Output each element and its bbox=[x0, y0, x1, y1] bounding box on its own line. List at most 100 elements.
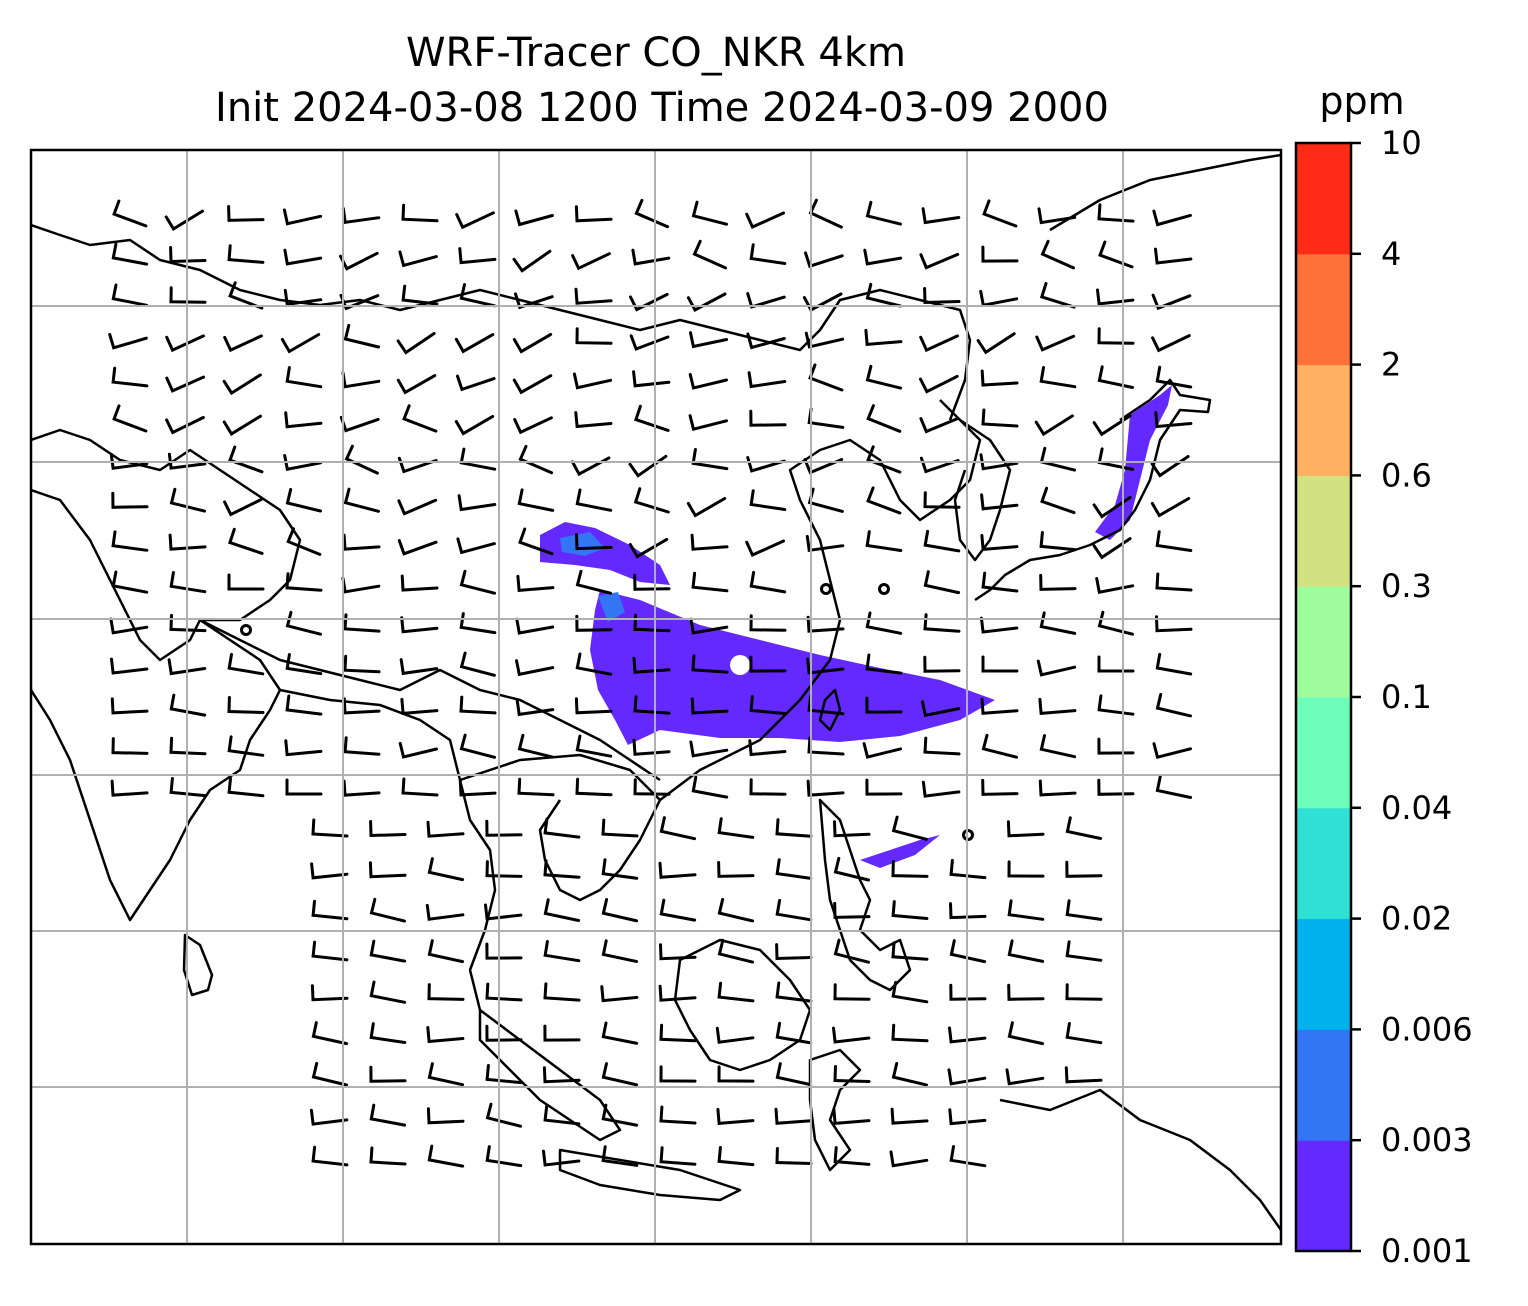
colorbar-tick-label-7: 0.6 bbox=[1381, 456, 1432, 494]
wind-barb bbox=[574, 287, 613, 305]
wind-barb bbox=[427, 983, 465, 1001]
wind-barb bbox=[398, 250, 438, 268]
wind-barb bbox=[775, 1062, 813, 1087]
wind-barb bbox=[1035, 334, 1076, 352]
wind-barb bbox=[402, 404, 438, 433]
wind-barb bbox=[457, 494, 497, 512]
wind-barb bbox=[425, 903, 465, 921]
wind-barb bbox=[369, 1065, 407, 1083]
wind-barb bbox=[1097, 655, 1135, 673]
wind-barb bbox=[865, 653, 903, 675]
colorbar-tick-label-0: 0.001 bbox=[1381, 1232, 1473, 1270]
wind-barb bbox=[309, 1108, 349, 1126]
wind-barb bbox=[865, 696, 903, 714]
wind-barb bbox=[459, 651, 496, 677]
wind-barb bbox=[628, 537, 669, 559]
wind-barb bbox=[518, 527, 554, 556]
wind-barb bbox=[805, 534, 845, 552]
wind-barb bbox=[1039, 282, 1076, 309]
calm-wind-marker bbox=[878, 583, 890, 595]
colorbar-unit: ppm bbox=[1319, 79, 1404, 123]
wind-barb bbox=[397, 539, 438, 556]
wind-barb bbox=[111, 570, 149, 594]
wind-barb bbox=[1039, 366, 1077, 389]
wind-barb bbox=[518, 444, 554, 475]
wind-barb bbox=[659, 1105, 697, 1125]
wind-barb bbox=[1154, 247, 1193, 265]
colorbar-band-7 bbox=[1296, 364, 1351, 476]
wind-barb bbox=[865, 282, 902, 308]
wind-barb bbox=[169, 487, 206, 513]
wind-barb bbox=[575, 614, 613, 632]
wind-barb bbox=[1040, 239, 1075, 270]
wind-barb bbox=[691, 448, 729, 471]
wind-barb bbox=[400, 697, 439, 716]
wind-barb bbox=[343, 323, 380, 349]
wind-barb bbox=[427, 1062, 465, 1087]
wind-barb bbox=[575, 569, 612, 595]
wind-barb bbox=[633, 695, 671, 715]
wind-barb bbox=[629, 292, 669, 312]
wind-barb bbox=[454, 414, 495, 436]
wind-barb bbox=[775, 1021, 813, 1045]
wind-barb bbox=[575, 652, 613, 676]
wind-barb bbox=[459, 733, 496, 759]
wind-barb bbox=[369, 980, 407, 1004]
wind-barb bbox=[427, 939, 465, 964]
wind-barb bbox=[575, 777, 613, 797]
wind-barb bbox=[1034, 414, 1074, 437]
wind-barb bbox=[369, 1103, 407, 1127]
wind-barb bbox=[400, 616, 439, 634]
wind-barb bbox=[514, 209, 554, 227]
wind-barb bbox=[368, 861, 407, 879]
colorbar-band-3 bbox=[1296, 807, 1351, 920]
colorbar-band-8 bbox=[1296, 253, 1351, 366]
wind-barb bbox=[689, 740, 729, 758]
wind-barb bbox=[485, 1024, 523, 1042]
wind-barb bbox=[426, 820, 465, 838]
wind-barb bbox=[397, 498, 438, 516]
wind-barb bbox=[311, 1061, 348, 1087]
wind-barb bbox=[891, 1023, 929, 1043]
wind-barb bbox=[1155, 572, 1193, 592]
wind-barb bbox=[111, 283, 149, 307]
wind-barb bbox=[369, 1022, 407, 1044]
wind-barb bbox=[369, 939, 407, 963]
colorbar-labels: 0.001 0.003 0.006 0.02 0.04 0.1 0.3 0.6 2 4 10 bbox=[1351, 124, 1473, 1270]
colorbar: ppm 0.001 0.003 0.006 0.02 0.04 0.1 0.3 0.6 2 4 10 bbox=[1294, 79, 1473, 1270]
wind-barb bbox=[343, 487, 380, 513]
wind-barb bbox=[862, 742, 902, 759]
wind-barb bbox=[1040, 486, 1076, 515]
wind-barb bbox=[112, 404, 148, 433]
wind-barb bbox=[747, 371, 787, 389]
wind-barb bbox=[575, 734, 613, 758]
colorbar-band-1 bbox=[1296, 1029, 1351, 1141]
wind-barb bbox=[280, 333, 321, 354]
wind-barb bbox=[1007, 899, 1045, 921]
wind-barb bbox=[285, 778, 323, 796]
wind-barb bbox=[601, 1021, 639, 1045]
wind-barb bbox=[109, 452, 149, 470]
wind-barb bbox=[634, 198, 670, 229]
wind-barb bbox=[1036, 659, 1077, 677]
plume-philippines bbox=[860, 835, 940, 868]
wind-barb bbox=[109, 617, 149, 635]
wind-barb bbox=[342, 533, 381, 551]
wind-barb bbox=[1152, 209, 1192, 227]
wind-barb bbox=[543, 817, 581, 839]
wind-barb bbox=[980, 697, 1019, 715]
wind-barb bbox=[775, 898, 813, 922]
wind-barb bbox=[979, 453, 1019, 471]
wind-barb bbox=[401, 284, 439, 306]
wind-barb bbox=[1155, 693, 1192, 718]
wind-barb bbox=[947, 1068, 987, 1086]
coast-taiwan bbox=[818, 688, 842, 732]
wind-barb bbox=[832, 1026, 871, 1044]
wind-barb bbox=[285, 366, 323, 389]
coast-japan bbox=[974, 378, 1212, 602]
wind-barb bbox=[284, 411, 323, 429]
wind-barb bbox=[456, 374, 496, 392]
wind-barb bbox=[1155, 530, 1193, 552]
wind-barb bbox=[1039, 531, 1077, 552]
